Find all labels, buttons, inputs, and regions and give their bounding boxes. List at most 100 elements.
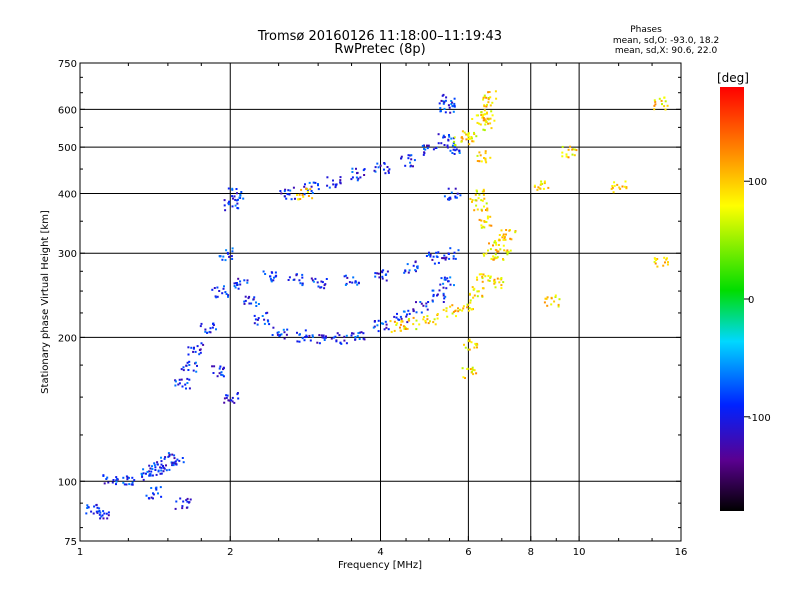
data-point	[438, 102, 441, 105]
data-point	[178, 459, 181, 462]
data-point	[449, 197, 452, 200]
data-point	[354, 338, 357, 341]
data-point	[426, 308, 429, 311]
data-point	[227, 294, 230, 297]
data-point	[173, 457, 176, 460]
data-point	[487, 274, 490, 277]
data-point	[488, 279, 491, 282]
data-point	[116, 478, 119, 480]
data-point	[561, 145, 564, 148]
data-point	[131, 481, 134, 484]
data-point	[616, 183, 619, 186]
data-point	[509, 249, 512, 252]
data-point	[200, 322, 203, 325]
data-point	[345, 282, 348, 285]
data-point	[503, 236, 506, 238]
data-point	[514, 230, 517, 233]
data-point	[248, 302, 251, 305]
data-point	[356, 179, 359, 182]
data-point	[228, 203, 230, 206]
data-point	[482, 119, 485, 122]
data-point	[174, 379, 177, 382]
data-point	[150, 496, 153, 499]
data-point	[323, 287, 326, 290]
data-point	[231, 195, 234, 198]
data-point	[212, 372, 215, 374]
data-point	[255, 301, 257, 304]
data-point	[510, 238, 513, 241]
data-point	[149, 467, 152, 470]
data-point	[358, 338, 361, 340]
data-point	[271, 334, 274, 336]
data-point	[486, 103, 488, 106]
data-point	[476, 208, 479, 211]
data-point	[441, 94, 444, 97]
data-point	[316, 341, 319, 344]
data-point	[426, 315, 429, 318]
data-point	[573, 148, 576, 151]
data-point	[487, 249, 489, 252]
data-point	[484, 275, 487, 278]
data-point	[357, 281, 360, 284]
data-point	[96, 506, 99, 509]
data-point	[471, 370, 473, 373]
data-point	[471, 199, 474, 202]
data-point	[475, 204, 478, 207]
data-point	[543, 180, 546, 183]
data-point	[231, 400, 234, 403]
data-point	[380, 270, 383, 273]
data-point	[280, 333, 283, 336]
data-point	[304, 336, 307, 339]
data-point	[188, 360, 191, 363]
data-point	[465, 133, 468, 136]
data-point	[404, 270, 407, 273]
data-point	[561, 155, 564, 158]
data-point	[453, 102, 456, 105]
data-point	[467, 134, 470, 137]
data-point	[167, 452, 170, 455]
data-point	[160, 463, 163, 466]
data-point	[473, 133, 476, 135]
data-point	[204, 330, 207, 333]
data-point	[471, 137, 473, 140]
data-point	[463, 343, 465, 346]
data-point	[442, 282, 445, 285]
data-point	[663, 105, 666, 108]
data-point	[450, 191, 453, 194]
data-point	[199, 325, 202, 328]
data-point	[269, 275, 272, 278]
y-tick-label: 200	[58, 333, 77, 344]
data-point	[405, 328, 407, 330]
data-point	[376, 324, 379, 327]
data-point	[222, 367, 225, 370]
data-point	[383, 162, 386, 165]
data-point	[486, 207, 489, 210]
data-point	[612, 191, 615, 194]
data-point	[286, 328, 289, 331]
data-point	[228, 255, 231, 258]
data-point	[387, 170, 390, 173]
data-point	[192, 350, 195, 353]
data-point	[299, 198, 302, 200]
data-point	[165, 464, 167, 467]
data-point	[431, 300, 434, 303]
data-point	[385, 323, 388, 326]
data-point	[451, 144, 454, 147]
data-point	[452, 310, 455, 313]
data-point	[386, 270, 389, 273]
data-point	[490, 224, 493, 227]
data-point	[453, 251, 456, 254]
data-point	[435, 255, 438, 258]
data-point	[122, 476, 125, 479]
data-point	[227, 399, 230, 402]
data-point	[467, 135, 470, 138]
data-point	[422, 318, 425, 321]
data-point	[301, 276, 304, 279]
data-point	[218, 290, 221, 292]
data-point	[662, 264, 665, 267]
data-point	[239, 283, 242, 286]
data-point	[233, 401, 236, 404]
data-point	[480, 273, 483, 276]
data-point	[298, 193, 301, 196]
